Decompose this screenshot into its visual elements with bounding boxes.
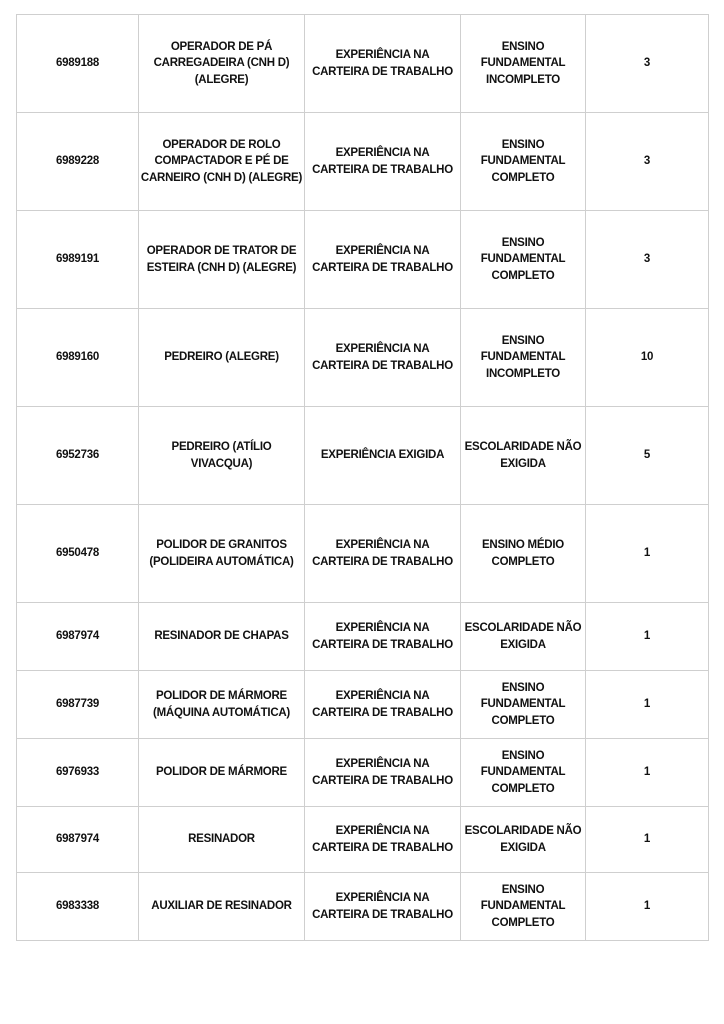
experience-requirement-cell: EXPERIÊNCIA NA CARTEIRA DE TRABALHO [304, 602, 461, 671]
education-requirement-cell: ESCOLARIDADE NÃO EXIGIDA [460, 806, 586, 873]
experience-requirement-cell: EXPERIÊNCIA NA CARTEIRA DE TRABALHO [304, 806, 461, 873]
vacancy-count-cell: 1 [585, 738, 709, 807]
table-row: 6952736 PEDREIRO (ATÍLIO VIVACQUA) EXPERIÊ… [16, 406, 709, 505]
table-row: 6987974 RESINADOR DE CHAPAS EXPERIÊNCIA NA… [16, 602, 709, 671]
vacancy-code-cell: 6989188 [16, 14, 139, 113]
table-row: 6987739 POLIDOR DE MÁRMORE (MÁQUINA AUTOM… [16, 670, 709, 739]
vacancy-count-cell: 1 [585, 504, 709, 603]
vacancy-code-cell: 6950478 [16, 504, 139, 603]
vacancy-code-cell: 6983338 [16, 872, 139, 941]
job-title-cell: OPERADOR DE ROLO COMPACTADOR E PÉ DE CAR… [138, 112, 305, 211]
experience-requirement-cell: EXPERIÊNCIA EXIGIDA [304, 406, 461, 505]
vacancy-code-cell: 6989191 [16, 210, 139, 309]
job-title-cell: PEDREIRO (ALEGRE) [138, 308, 305, 407]
vacancy-count-cell: 5 [585, 406, 709, 505]
job-title-cell: RESINADOR DE CHAPAS [138, 602, 305, 671]
vacancy-code-cell: 6976933 [16, 738, 139, 807]
education-requirement-cell: ENSINO FUNDAMENTAL COMPLETO [460, 112, 586, 211]
education-requirement-cell: ESCOLARIDADE NÃO EXIGIDA [460, 406, 586, 505]
vacancy-code-cell: 6987974 [16, 602, 139, 671]
education-requirement-cell: ENSINO MÉDIO COMPLETO [460, 504, 586, 603]
vacancy-code-cell: 6989160 [16, 308, 139, 407]
education-requirement-cell: ENSINO FUNDAMENTAL INCOMPLETO [460, 308, 586, 407]
education-requirement-cell: ENSINO FUNDAMENTAL COMPLETO [460, 670, 586, 739]
job-title-cell: POLIDOR DE GRANITOS (POLIDEIRA AUTOMÁTIC… [138, 504, 305, 603]
table-row: 6989228 OPERADOR DE ROLO COMPACTADOR E PÉ… [16, 112, 709, 211]
education-requirement-cell: ESCOLARIDADE NÃO EXIGIDA [460, 602, 586, 671]
job-title-cell: PEDREIRO (ATÍLIO VIVACQUA) [138, 406, 305, 505]
vacancy-count-cell: 3 [585, 112, 709, 211]
vacancy-code-cell: 6987739 [16, 670, 139, 739]
education-requirement-cell: ENSINO FUNDAMENTAL INCOMPLETO [460, 14, 586, 113]
vacancy-count-cell: 1 [585, 872, 709, 941]
experience-requirement-cell: EXPERIÊNCIA NA CARTEIRA DE TRABALHO [304, 872, 461, 941]
job-title-cell: RESINADOR [138, 806, 305, 873]
table-row: 6976933 POLIDOR DE MÁRMORE EXPERIÊNCIA NA … [16, 738, 709, 807]
experience-requirement-cell: EXPERIÊNCIA NA CARTEIRA DE TRABALHO [304, 112, 461, 211]
vacancy-count-cell: 3 [585, 210, 709, 309]
table-row: 6950478 POLIDOR DE GRANITOS (POLIDEIRA AU… [16, 504, 709, 603]
education-requirement-cell: ENSINO FUNDAMENTAL COMPLETO [460, 210, 586, 309]
experience-requirement-cell: EXPERIÊNCIA NA CARTEIRA DE TRABALHO [304, 14, 461, 113]
experience-requirement-cell: EXPERIÊNCIA NA CARTEIRA DE TRABALHO [304, 210, 461, 309]
table-row: 6989188 OPERADOR DE PÁ CARREGADEIRA (CNH … [16, 14, 709, 113]
vacancy-code-cell: 6987974 [16, 806, 139, 873]
table-row: 6987974 RESINADOR EXPERIÊNCIA NA CARTEIRA … [16, 806, 709, 873]
job-title-cell: POLIDOR DE MÁRMORE (MÁQUINA AUTOMÁTICA) [138, 670, 305, 739]
table-row: 6989191 OPERADOR DE TRATOR DE ESTEIRA (CN… [16, 210, 709, 309]
vacancy-count-cell: 1 [585, 806, 709, 873]
experience-requirement-cell: EXPERIÊNCIA NA CARTEIRA DE TRABALHO [304, 504, 461, 603]
vacancy-code-cell: 6952736 [16, 406, 139, 505]
vacancy-count-cell: 3 [585, 14, 709, 113]
job-vacancies-table: 6989188 OPERADOR DE PÁ CARREGADEIRA (CNH … [16, 14, 709, 941]
table-row: 6989160 PEDREIRO (ALEGRE) EXPERIÊNCIA NA C… [16, 308, 709, 407]
job-title-cell: OPERADOR DE PÁ CARREGADEIRA (CNH D) (ALE… [138, 14, 305, 113]
table-body: 6989188 OPERADOR DE PÁ CARREGADEIRA (CNH … [16, 14, 709, 941]
job-title-cell: AUXILIAR DE RESINADOR [138, 872, 305, 941]
table-row: 6983338 AUXILIAR DE RESINADOR EXPERIÊNCIA … [16, 872, 709, 941]
education-requirement-cell: ENSINO FUNDAMENTAL COMPLETO [460, 738, 586, 807]
job-title-cell: POLIDOR DE MÁRMORE [138, 738, 305, 807]
vacancy-code-cell: 6989228 [16, 112, 139, 211]
vacancy-count-cell: 10 [585, 308, 709, 407]
experience-requirement-cell: EXPERIÊNCIA NA CARTEIRA DE TRABALHO [304, 738, 461, 807]
experience-requirement-cell: EXPERIÊNCIA NA CARTEIRA DE TRABALHO [304, 670, 461, 739]
vacancy-count-cell: 1 [585, 602, 709, 671]
education-requirement-cell: ENSINO FUNDAMENTAL COMPLETO [460, 872, 586, 941]
vacancy-count-cell: 1 [585, 670, 709, 739]
experience-requirement-cell: EXPERIÊNCIA NA CARTEIRA DE TRABALHO [304, 308, 461, 407]
job-title-cell: OPERADOR DE TRATOR DE ESTEIRA (CNH D) (A… [138, 210, 305, 309]
